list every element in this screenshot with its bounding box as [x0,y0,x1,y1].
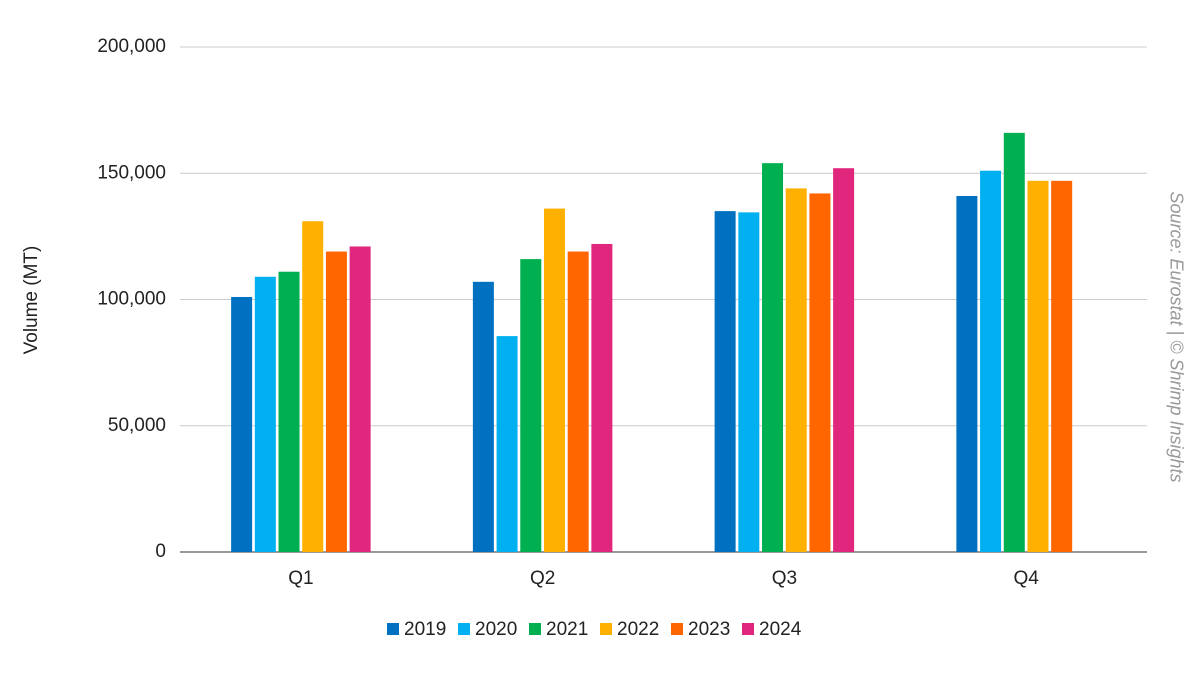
y-axis-label: Volume (MT) [21,246,42,355]
bar [809,193,831,552]
legend-label: 2019 [404,619,446,640]
legend-label: 2020 [475,619,517,640]
legend-swatch [600,623,612,635]
legend-swatch [387,623,399,635]
bar [1027,180,1049,552]
bar [738,212,760,552]
bar [543,208,565,552]
bar [591,243,613,552]
bar [956,195,978,552]
bar [231,296,253,552]
y-tick-label: 0 [155,541,166,562]
bar [302,221,324,552]
bar [762,163,784,552]
bar [714,211,736,552]
bar [567,251,589,552]
legend-swatch [458,623,470,635]
x-tick-label: Q3 [772,568,797,589]
legend-label: 2023 [688,619,730,640]
source-annotation: Source: Eurostat | © Shrimp Insights [1166,191,1186,482]
legend-swatch [529,623,541,635]
x-tick-label: Q2 [530,568,555,589]
bar [278,271,300,552]
x-tick-label: Q1 [288,568,313,589]
y-tick-label: 50,000 [108,415,166,436]
bar [785,188,807,552]
x-tick-label: Q4 [1013,568,1039,589]
bar [520,259,542,552]
y-tick-label: 200,000 [97,36,166,57]
y-tick-label: 150,000 [97,162,166,183]
legend-label: 2022 [617,619,659,640]
bar [1003,132,1025,552]
bar [349,246,371,552]
bar [496,336,518,552]
legend-label: 2021 [546,619,588,640]
bar [254,276,276,552]
legend-swatch [742,623,754,635]
bar [325,251,347,552]
bar [472,281,494,552]
y-tick-label: 100,000 [97,289,166,310]
bar [980,170,1002,552]
legend-label: 2024 [759,619,802,640]
legend-swatch [671,623,683,635]
bar [1051,180,1073,552]
bar [833,168,855,552]
